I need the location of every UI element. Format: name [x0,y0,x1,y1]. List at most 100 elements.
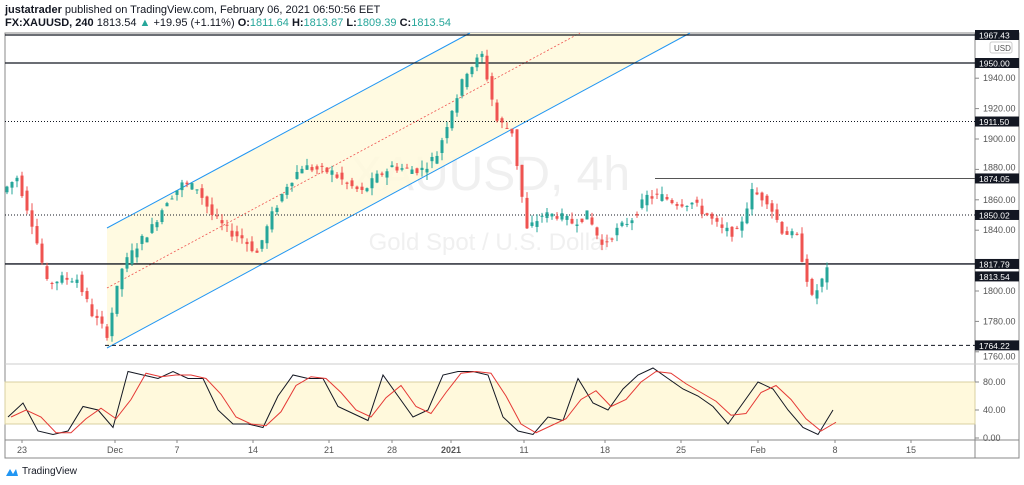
x-tick-label: 18 [600,445,610,455]
candle-body [780,221,784,234]
candle-body [230,230,234,237]
candle-body [385,171,389,178]
change: +19.95 (+1.11%) [153,17,235,29]
price-label-bg-1967.43 [975,30,1019,40]
price-label-1850.02: 1850.02 [979,210,1010,220]
tradingview-logo-icon [6,468,18,476]
candle-body [490,76,494,100]
candle-body [220,220,224,224]
candle-body [140,235,144,244]
candle-body [675,204,679,206]
candle-body [270,211,274,230]
candle-body [640,199,644,208]
candle-body [565,215,569,220]
candle-body [700,205,704,215]
logo-text: TradingView [22,466,78,477]
candle-body [205,196,209,207]
candle-body [695,199,699,203]
candle-body [510,128,514,134]
candle-body [570,218,574,224]
candle-body [240,235,244,239]
candle-body [445,127,449,139]
candle-body [255,250,259,253]
candle-body [185,182,189,185]
candle-body [225,224,229,226]
price-label-1911.50: 1911.50 [979,117,1009,127]
candle-body [755,192,759,195]
low: 1809.39 [356,17,397,29]
candle-body [670,200,674,204]
candle-body [265,226,269,244]
y-tick-label: 1840.00 [983,225,1016,235]
candle-body [470,67,474,75]
candle-body [515,129,519,166]
candle-body [355,186,359,190]
candle-body [5,186,9,193]
osc-tick-label: 0.00 [983,433,1001,443]
candle-body [765,195,769,205]
candle-body [300,168,304,174]
candle-body [535,221,539,227]
tradingview-logo[interactable]: TradingView [5,466,77,477]
candle-body [40,243,44,263]
candle-body [680,204,684,207]
candle-body [555,216,559,219]
candle-body [760,192,764,201]
symbol: FX:XAUUSD, 240 [5,17,94,29]
candle-body [805,258,809,282]
candle-body [605,241,609,243]
candle-body [380,173,384,175]
currency-badge[interactable] [989,41,1013,54]
osc-tick-label: 80.00 [983,377,1006,387]
candle-body [710,213,714,219]
candle-body [750,189,754,210]
candle-body [70,281,74,283]
candle-body [595,227,599,236]
price-label-1813.54: 1813.54 [979,272,1010,282]
y-tick-label: 1900.00 [983,134,1016,144]
candle-body [585,210,589,220]
candle-body [795,233,799,235]
candle-body [260,240,264,249]
x-tick-label: 28 [387,445,397,455]
price-label-1764.22: 1764.22 [979,341,1010,351]
candle-body [175,190,179,195]
candle-body [550,213,554,217]
candle-body [790,231,794,236]
candle-body [335,174,339,178]
candle-body [715,218,719,222]
x-tick-label: 21 [324,445,334,455]
c-label: C: [399,17,412,29]
x-tick-label: 23 [17,445,27,455]
price-label-bg-1850.02 [975,209,1019,220]
candle-body [665,197,669,200]
candle-body [125,257,129,269]
candle-body [745,208,749,224]
candle-body [420,167,424,171]
candle-body [120,268,124,290]
candle-body [35,226,39,244]
candle-body [95,315,99,318]
candle-body [365,188,369,192]
h-label: H: [291,17,304,29]
candle-body [800,233,804,262]
candle-body [30,210,34,227]
candle-body [720,224,724,228]
candle-body [430,156,434,162]
candle-body [250,241,254,252]
y-tick-label: 1920.00 [983,104,1016,114]
candle-body [160,210,164,223]
price-label-bg-1874.05 [975,173,1019,184]
x-tick-label: Feb [750,445,766,455]
y-tick-label: 1780.00 [983,316,1016,326]
price-label-bg-1813.54 [975,271,1019,282]
candle-body [190,183,194,190]
currency-label: USD [994,44,1011,53]
candle-body [730,226,734,237]
candle-body [810,278,814,295]
up-arrow-icon: ▲ [139,17,151,29]
candle-body [815,290,819,299]
candle-body [415,168,419,174]
author[interactable]: justatrader [5,4,62,16]
